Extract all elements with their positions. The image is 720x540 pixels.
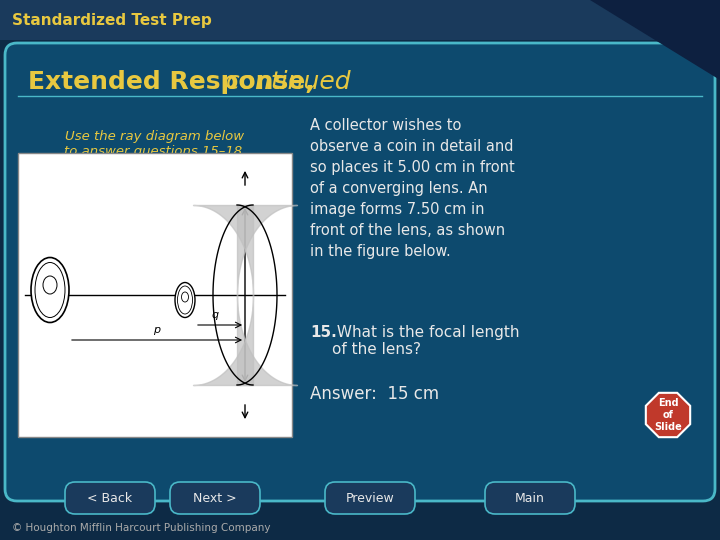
FancyBboxPatch shape [5, 43, 715, 501]
Text: Preview: Preview [346, 491, 395, 504]
Text: Next >: Next > [193, 491, 237, 504]
FancyBboxPatch shape [485, 482, 575, 514]
Text: Main: Main [515, 491, 545, 504]
Ellipse shape [175, 282, 195, 318]
Text: q: q [212, 310, 219, 320]
Text: continued: continued [218, 70, 351, 94]
FancyBboxPatch shape [18, 153, 292, 437]
Text: Extended Response,: Extended Response, [28, 70, 315, 94]
Polygon shape [590, 0, 720, 80]
Text: Standardized Test Prep: Standardized Test Prep [12, 12, 212, 28]
Text: Answer:  15 cm: Answer: 15 cm [310, 385, 439, 403]
FancyBboxPatch shape [65, 482, 155, 514]
Ellipse shape [31, 258, 69, 322]
FancyBboxPatch shape [0, 0, 720, 40]
Text: What is the focal length
of the lens?: What is the focal length of the lens? [332, 325, 520, 357]
Polygon shape [646, 393, 690, 437]
Text: < Back: < Back [87, 491, 132, 504]
Text: End
of
Slide: End of Slide [654, 399, 682, 431]
Text: 15.: 15. [310, 325, 337, 340]
Text: A collector wishes to
observe a coin in detail and
so places it 5.00 cm in front: A collector wishes to observe a coin in … [310, 118, 515, 259]
Text: Use the ray diagram below
to answer questions 15–18.: Use the ray diagram below to answer ques… [64, 130, 246, 158]
Text: p: p [153, 325, 161, 335]
FancyBboxPatch shape [325, 482, 415, 514]
Text: © Houghton Mifflin Harcourt Publishing Company: © Houghton Mifflin Harcourt Publishing C… [12, 523, 271, 533]
FancyBboxPatch shape [170, 482, 260, 514]
